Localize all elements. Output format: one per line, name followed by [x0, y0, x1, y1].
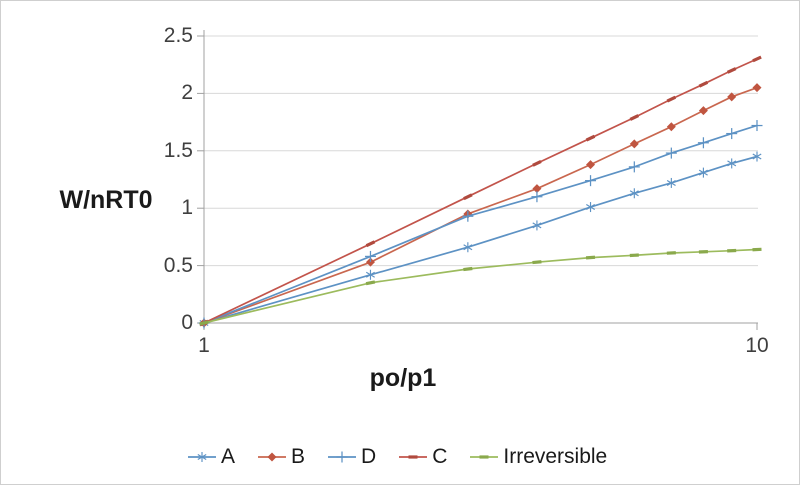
legend-item-d: D: [327, 442, 376, 472]
y-tick-label: 0.5: [163, 253, 193, 277]
legend-label: B: [291, 445, 306, 468]
legend-item-irreversible: Irreversible: [469, 442, 607, 472]
y-tick-label: 1: [181, 196, 193, 220]
legend-label: A: [221, 445, 236, 468]
legend-marker-irreversible-icon: [470, 455, 499, 459]
y-axis-title: W/nRT0: [59, 186, 153, 214]
y-tick-label: 2.5: [163, 24, 193, 47]
legend-label: Irreversible: [503, 445, 608, 468]
legend-marker-c-icon: [399, 455, 428, 459]
legend-label: C: [432, 445, 448, 468]
legend-marker-a-icon: [188, 452, 216, 462]
y-tick-label: 2: [181, 81, 193, 105]
x-tick-label: 10: [745, 334, 769, 357]
x-tick-label: 1: [198, 334, 210, 357]
legend: A B D C Irreversible: [187, 442, 607, 472]
y-tick-label: 0: [181, 311, 193, 334]
y-tick-label: 1.5: [163, 138, 193, 162]
legend-marker-d-icon: [328, 451, 357, 463]
legend-item-b: B: [257, 442, 305, 472]
legend-label: D: [361, 445, 377, 468]
legend-marker-b-icon: [258, 452, 287, 462]
legend-item-a: A: [187, 442, 235, 472]
legend-item-c: C: [398, 442, 447, 472]
x-axis-title: po/p1: [369, 364, 437, 392]
